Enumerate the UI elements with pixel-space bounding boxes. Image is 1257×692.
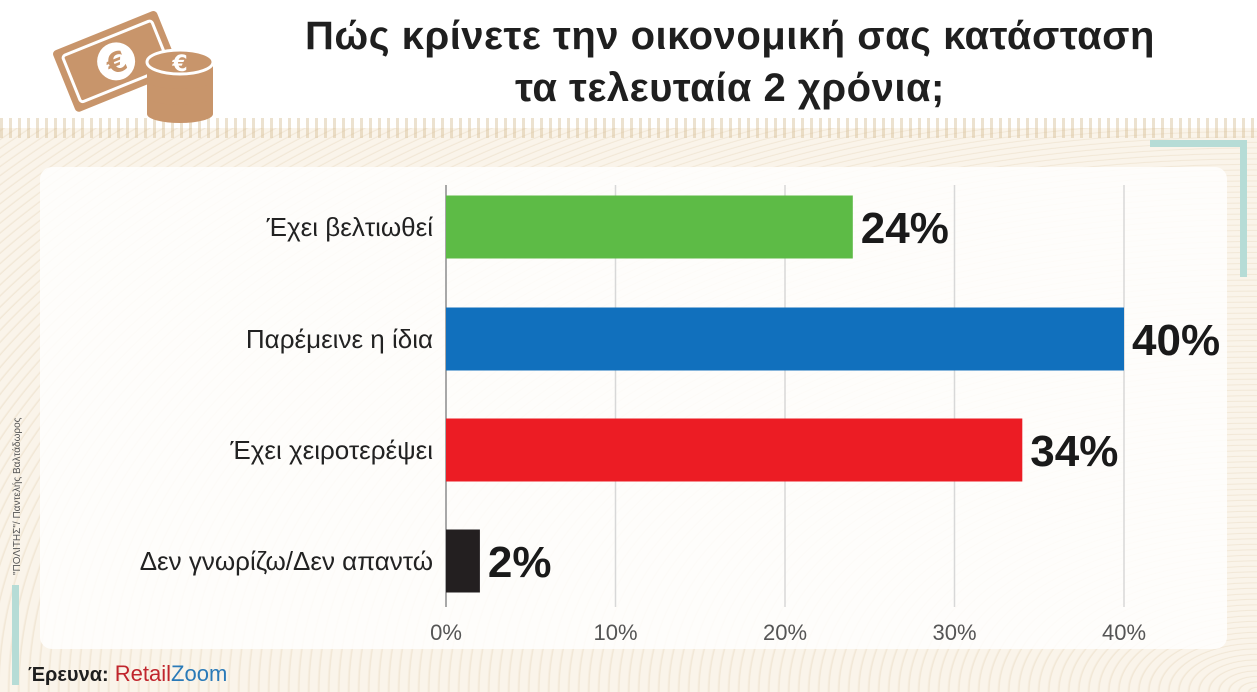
value-label: 2% <box>488 538 552 587</box>
decorative-corner <box>1150 140 1247 277</box>
value-label: 34% <box>1030 427 1118 476</box>
x-tick-label: 20% <box>763 620 807 645</box>
category-label: Έχει βελτιωθεί <box>266 212 434 242</box>
source-label: Έρευνα: <box>28 664 109 686</box>
x-tick-label: 0% <box>430 620 462 645</box>
euro-money-icon: € € <box>53 10 215 123</box>
chart-title-line2: τα τελευταία 2 χρόνια; <box>515 66 945 110</box>
source-brand-zoom: Zoom <box>171 661 228 686</box>
banknote-icon: € <box>53 10 180 112</box>
decorative-bar <box>12 585 19 685</box>
x-tick-label: 40% <box>1102 620 1146 645</box>
category-label: Δεν γνωρίζω/Δεν απαντώ <box>140 546 433 576</box>
header-band-edge <box>0 118 1257 138</box>
bar <box>446 529 480 593</box>
source-brand-retail: Retail <box>114 661 172 686</box>
coin-stack-icon: € <box>145 48 215 123</box>
value-label: 40% <box>1132 316 1220 365</box>
category-label: Παρέμεινε η ίδια <box>246 324 433 354</box>
value-label: 24% <box>861 204 949 253</box>
bar <box>446 195 853 259</box>
x-tick-label: 30% <box>932 620 976 645</box>
svg-text:€: € <box>171 52 187 77</box>
chart-title-line1: Πώς κρίνετε την οικονομική σας κατάσταση <box>305 14 1155 58</box>
source-line: Έρευνα: RetailZoom <box>28 658 227 691</box>
bar <box>446 418 1023 482</box>
chart-title: Πώς κρίνετε την οικονομική σας κατάσταση… <box>225 10 1235 114</box>
bar <box>446 307 1124 371</box>
x-tick-label: 10% <box>593 620 637 645</box>
category-label: Έχει χειροτερέψει <box>229 435 433 465</box>
